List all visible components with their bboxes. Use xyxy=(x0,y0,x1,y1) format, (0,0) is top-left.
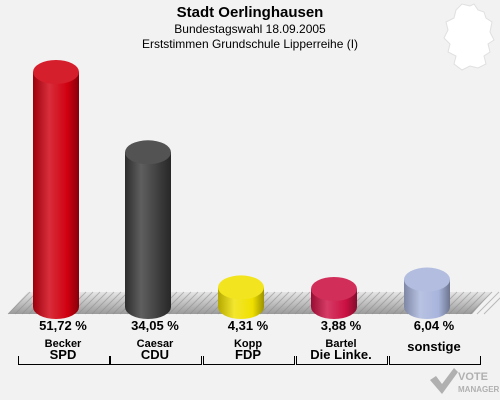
bar-spd xyxy=(33,60,79,319)
candidate-label: Becker xyxy=(44,338,82,350)
bar-top xyxy=(404,267,450,292)
bars-group xyxy=(33,60,450,319)
chart-subtitle-2: Erststimmen Grundschule Lipperreihe (I) xyxy=(141,37,359,51)
bar-top xyxy=(125,140,171,165)
candidate-label: Bartel xyxy=(325,338,357,350)
germany-map-icon xyxy=(443,3,495,71)
chart-subtitle: Bundestagswahl 18.09.2005 xyxy=(174,22,326,36)
party-label: FDP xyxy=(235,347,261,362)
bar-body xyxy=(33,72,79,319)
value-label: 4,31 % xyxy=(227,318,269,333)
category-bracket xyxy=(110,356,202,365)
logo-text-line2: MANAGER xyxy=(458,385,500,394)
value-label: 34,05 % xyxy=(131,318,179,333)
bar-die-linke xyxy=(311,277,357,319)
party-label: SPD xyxy=(49,347,77,362)
bar-fdp xyxy=(218,275,264,319)
bar-body xyxy=(125,152,171,319)
checkmark-icon xyxy=(430,368,458,394)
category-bracket xyxy=(18,356,110,365)
value-label: 51,72 % xyxy=(39,318,87,333)
bar-top xyxy=(218,275,264,300)
vote-manager-logo: VOTE MANAGER xyxy=(430,368,500,394)
bar-top xyxy=(311,277,357,301)
category-bracket xyxy=(203,356,295,365)
party-label: Die Linke. xyxy=(310,347,372,362)
chart-title: Stadt Oerlinghausen xyxy=(176,4,324,21)
bar-top xyxy=(33,60,79,84)
logo-text-line1: VOTE xyxy=(458,371,488,383)
value-label: 6,04 % xyxy=(413,318,455,333)
category-bracket xyxy=(296,356,388,365)
bar-sonstige xyxy=(404,267,450,319)
party-label: sonstige xyxy=(407,339,461,354)
candidate-label: Kopp xyxy=(233,338,263,350)
candidate-label: Caesar xyxy=(136,338,174,350)
category-labels: 51,72 % Becker SPD 34,05 % Caesar CDU 4,31 % Ko… xyxy=(0,318,500,368)
party-label: CDU xyxy=(140,347,170,362)
chart-titles: Stadt Oerlinghausen Bundestagswahl 18.09… xyxy=(0,4,500,52)
category-bracket xyxy=(389,356,481,365)
bar-cdu xyxy=(125,140,171,319)
value-label: 3,88 % xyxy=(320,318,362,333)
